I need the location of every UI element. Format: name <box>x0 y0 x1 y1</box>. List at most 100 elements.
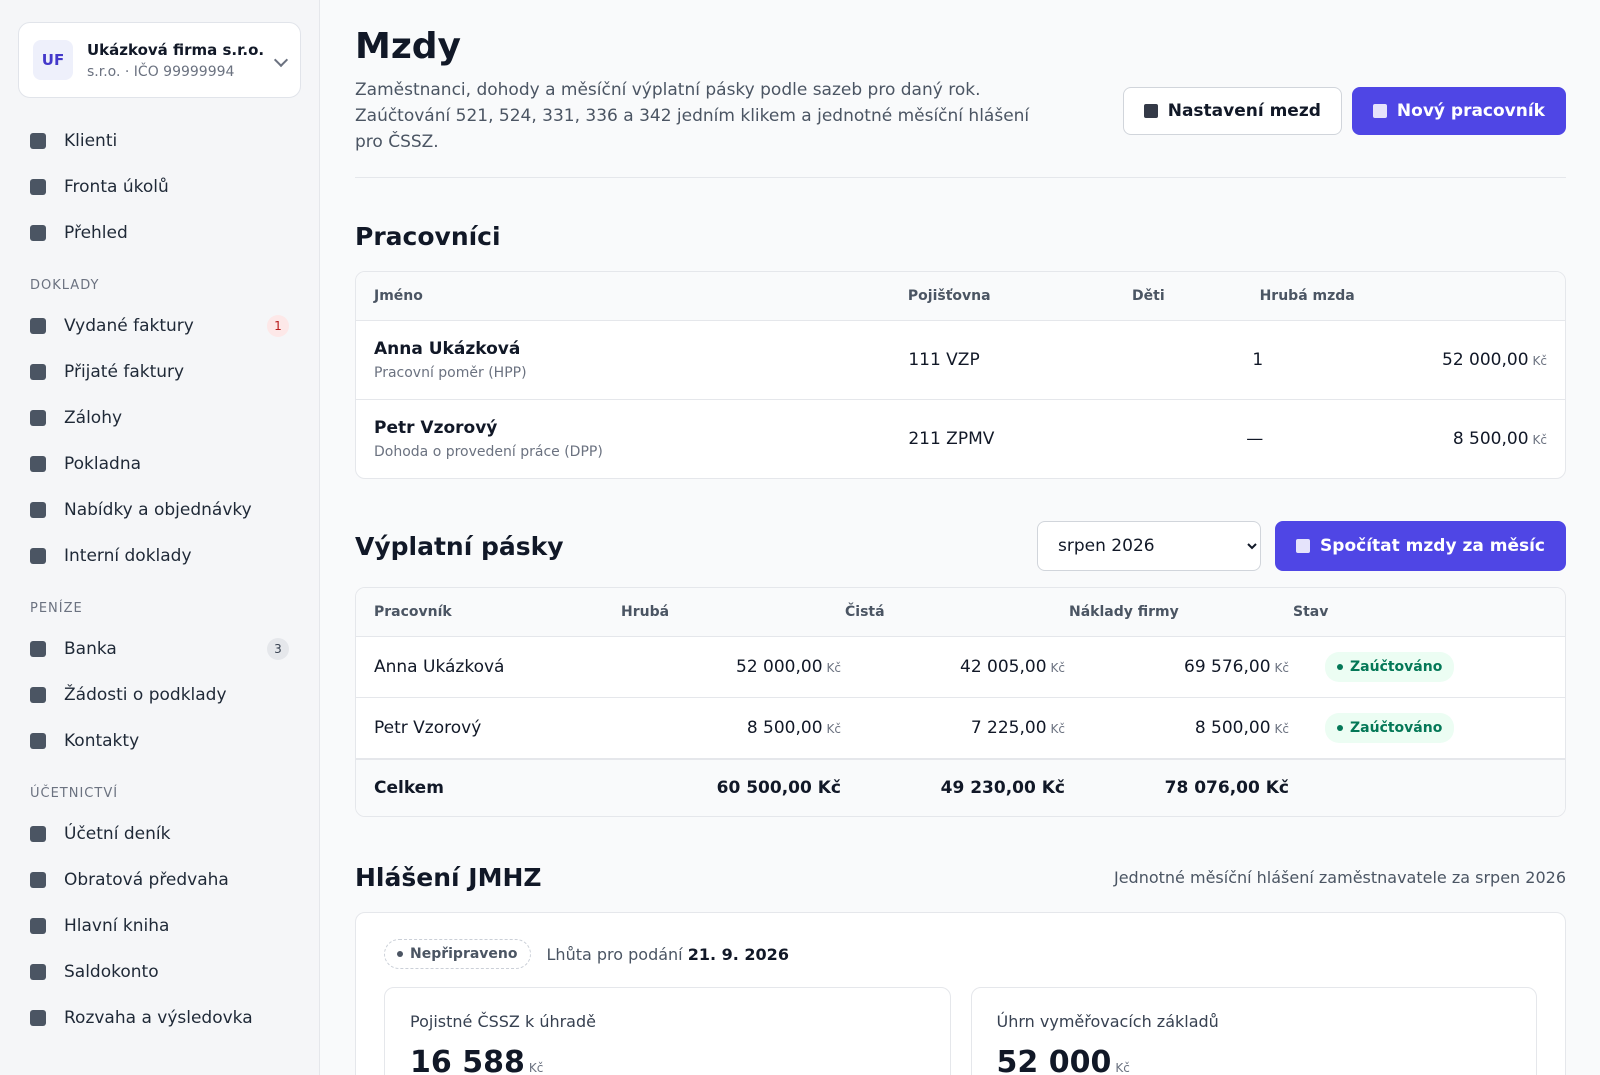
currency: Kč <box>1050 661 1065 675</box>
company-switcher[interactable]: UF Ukázková firma s.r.o. s.r.o. · IČO 9999… <box>18 22 301 98</box>
section-header: Hlášení JMHZ Jednotné měsíční hlášení zam… <box>355 863 1566 892</box>
amount: 8 500,00 <box>746 718 823 738</box>
nav-item[interactable]: Rozvaha a výsledovka <box>18 995 301 1041</box>
nav-item[interactable]: Banka 3 <box>18 626 301 672</box>
worker-row[interactable]: Anna Ukázková Pracovní poměr (HPP) 111 VZP… <box>356 320 1565 399</box>
nav-item[interactable]: Saldokonto <box>18 949 301 995</box>
column-header: Stav <box>1293 604 1329 620</box>
page-header: Mzdy Zaměstnanci, dohody a měsíční výplat… <box>355 26 1566 178</box>
section-title: Pracovníci <box>355 222 501 251</box>
nav-label: Účetní deník <box>64 824 171 844</box>
nav-item[interactable]: Zálohy <box>18 395 301 441</box>
nav-item[interactable]: Přehled <box>18 210 301 256</box>
currency: Kč <box>1274 661 1289 675</box>
company-name: Ukázková firma s.r.o. <box>87 40 265 59</box>
nav-label: Saldokonto <box>64 962 159 982</box>
nav-label: Fronta úkolů <box>64 177 169 197</box>
status-badge: Zaúčtováno <box>1325 713 1455 743</box>
amount-cell: 7 225,00 Kč <box>841 718 1065 738</box>
nav-label: Obratová předvaha <box>64 870 229 890</box>
jmhz-card: Nepřipraveno Lhůta pro podání 21. 9. 2026… <box>355 912 1566 1075</box>
nav-group-title: ÚČETNICTVÍ <box>30 786 119 801</box>
status-label: Nepřipraveno <box>410 946 518 962</box>
nav-item[interactable]: Obratová předvaha <box>18 857 301 903</box>
payslips-table: Pracovník Hrubá Čistá Náklady firmy Stav Anna… <box>355 587 1566 817</box>
nav-badge: 3 <box>267 638 289 660</box>
nav-badge: 1 <box>267 315 289 337</box>
button-label: Nový pracovník <box>1396 101 1545 121</box>
currency: Kč <box>1050 722 1065 736</box>
nav-label: Rozvaha a výsledovka <box>64 1008 253 1028</box>
nav-label: Pokladna <box>64 454 142 474</box>
total-amount: 78 076,00 Kč <box>1164 778 1289 798</box>
nav-item[interactable]: Přijaté faktury <box>18 349 301 395</box>
nav-item[interactable]: Klienti <box>18 118 301 164</box>
compute-button[interactable]: Spočítat mzdy za měsíc <box>1275 521 1566 571</box>
nav-icon <box>30 918 46 934</box>
summary-value: 16 588 <box>410 1045 525 1075</box>
column-header: Náklady firmy <box>1069 604 1179 620</box>
nav-item[interactable]: Účetní deník <box>18 811 301 857</box>
amount: 8 500,00 <box>1452 429 1529 449</box>
nav-icon <box>30 318 46 334</box>
deadline-date: 21. 9. 2026 <box>687 944 789 964</box>
section-title: Výplatní pásky <box>355 531 564 561</box>
nav-item[interactable]: Vydané faktury 1 <box>18 303 301 349</box>
nav-item[interactable]: Žádosti o podklady <box>18 672 301 718</box>
column-header: Pracovník <box>374 604 452 620</box>
nav-item[interactable]: Kontakty <box>18 718 301 764</box>
nav-group-title: DOKLADY <box>30 278 100 293</box>
header-button[interactable]: Nový pracovník <box>1351 87 1566 135</box>
chevron <box>273 52 289 68</box>
summary-card: Pojistné ČSSZ k úhradě 16 588 Kč <box>384 987 951 1075</box>
jmhz-status: Nepřipraveno Lhůta pro podání 21. 9. 2026 <box>384 939 1537 969</box>
currency: Kč <box>528 1061 544 1075</box>
nav-item[interactable]: Hlavní kniha <box>18 903 301 949</box>
status-dot <box>1337 725 1343 731</box>
button-icon <box>1143 104 1158 118</box>
button-icon <box>1296 539 1311 553</box>
amount-cell: 52 000,00 Kč <box>617 657 841 677</box>
column-header: Děti <box>1132 288 1165 304</box>
amount-cell: 8 500,00 Kč <box>1065 718 1289 738</box>
status-label: Zaúčtováno <box>1350 720 1443 736</box>
status-badge: Nepřipraveno <box>384 939 531 969</box>
employee: Anna Ukázková <box>374 657 505 677</box>
payslip-row[interactable]: Anna Ukázková 52 000,00 Kč 42 005,00 Kč 69 57… <box>356 636 1565 697</box>
status-dot <box>1337 664 1343 670</box>
company-meta: s.r.o. · IČO 99999994 <box>87 63 235 80</box>
amount-cell: 8 500,00 Kč <box>617 718 841 738</box>
nav-label: Nabídky a objednávky <box>64 500 252 520</box>
month-select[interactable]: srpen 2026 <box>1037 521 1262 571</box>
nav-label: Klienti <box>64 131 118 151</box>
summary-card: Úhrn vyměřovacích základů 52 000 Kč <box>970 987 1537 1075</box>
nav-item[interactable]: Pokladna <box>18 441 301 487</box>
amount-cell: 52 000,00 Kč <box>1263 350 1547 370</box>
nav-icon <box>30 826 46 842</box>
currency: Kč <box>1274 722 1289 736</box>
currency: Kč <box>1115 1061 1130 1075</box>
section-header: Pracovníci <box>355 222 1566 251</box>
nav-icon <box>30 548 46 564</box>
total-label: Celkem <box>374 778 444 798</box>
amount: 7 225,00 <box>970 718 1047 738</box>
summary-label: Úhrn vyměřovacích základů <box>996 1012 1219 1031</box>
nav-icon <box>30 456 46 472</box>
currency: Kč <box>1532 433 1547 447</box>
header-button[interactable]: Nastavení mezd <box>1122 87 1342 135</box>
nav-item[interactable]: Interní doklady <box>18 533 301 579</box>
nav-icon <box>30 225 46 241</box>
column-header: Čistá <box>845 604 885 620</box>
nav-icon <box>30 502 46 518</box>
employee: Petr Vzorový <box>374 718 482 738</box>
nav-item[interactable]: Fronta úkolů <box>18 164 301 210</box>
worker-row[interactable]: Petr Vzorový Dohoda o provedení práce (DP… <box>356 399 1565 478</box>
workers-table: Jméno Pojišťovna Děti Hrubá mzda Anna Ukázko… <box>355 271 1566 479</box>
section-header: Výplatní pásky srpen 2026 Spočítat mzdy za… <box>355 521 1566 571</box>
nav-label: Přijaté faktury <box>64 362 185 382</box>
section-subtitle: Jednotné měsíční hlášení zaměstnavatele … <box>1113 868 1566 887</box>
company-info: Ukázková firma s.r.o. s.r.o. · IČO 999999… <box>87 41 264 80</box>
payslip-row[interactable]: Petr Vzorový 8 500,00 Kč 7 225,00 Kč 8 500,00… <box>356 697 1565 758</box>
nav-item[interactable]: Nabídky a objednávky <box>18 487 301 533</box>
nav-icon <box>30 687 46 703</box>
